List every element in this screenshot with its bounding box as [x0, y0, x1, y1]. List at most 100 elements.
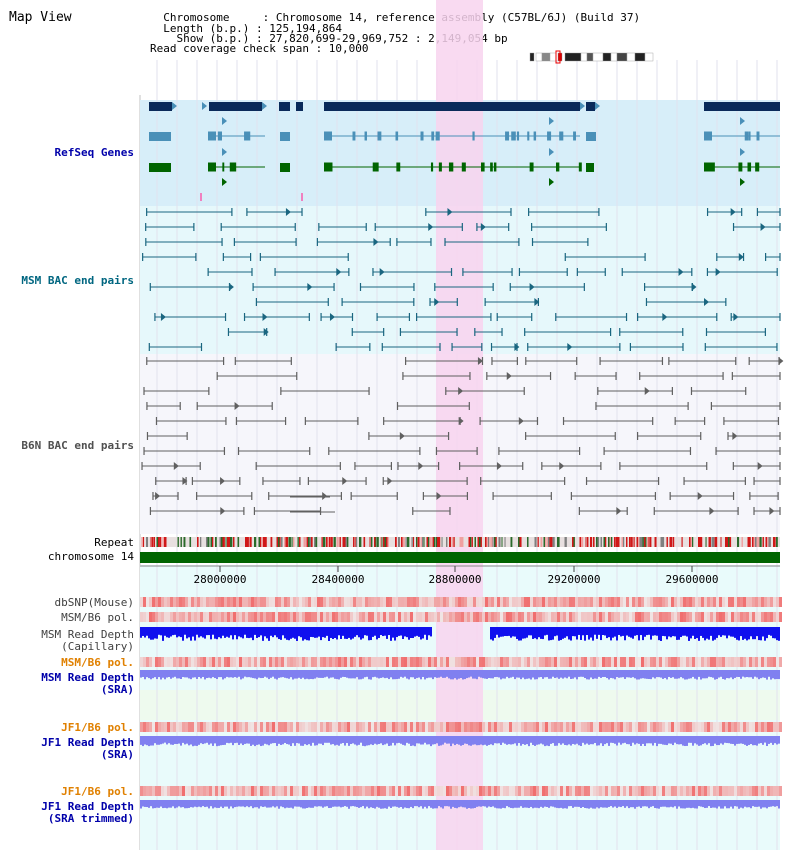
- track-label-jf1-depth-sra[interactable]: JF1 Read Depth: [41, 736, 134, 749]
- read-depth-bar: [198, 670, 200, 677]
- track-label-jf1-depth-trim[interactable]: JF1 Read Depth: [41, 800, 134, 813]
- read-depth-bar: [242, 800, 244, 807]
- polymorphism-cell: [383, 612, 386, 622]
- polymorphism-cell: [674, 722, 677, 732]
- track-label-msm-b6-pol-2[interactable]: MSM/B6 pol.: [61, 656, 134, 669]
- coverage-span-info: Read coverage check span : 10,000: [150, 42, 369, 55]
- polymorphism-cell: [182, 722, 185, 732]
- read-depth-bar: [518, 736, 520, 744]
- polymorphism-cell: [266, 657, 269, 667]
- read-depth-bar: [474, 670, 476, 679]
- read-depth-bar: [778, 736, 780, 744]
- polymorphism-cell: [551, 597, 554, 607]
- read-depth-bar: [254, 800, 256, 808]
- track-label-b6n-bac[interactable]: B6N BAC end pairs: [21, 439, 134, 452]
- repeat-element: [261, 537, 264, 547]
- read-depth-bar: [576, 670, 578, 680]
- read-depth-bar: [222, 736, 224, 745]
- read-depth-bar: [756, 800, 758, 807]
- read-depth-bar: [430, 800, 432, 808]
- read-depth-bar: [586, 627, 588, 636]
- polymorphism-cell: [164, 597, 167, 607]
- read-depth-bar: [768, 736, 770, 744]
- polymorphism-cell: [542, 612, 545, 622]
- read-depth-bar: [494, 670, 496, 678]
- read-depth-bar: [182, 800, 184, 808]
- track-label-msm-depth-cap[interactable]: MSM Read Depth: [41, 628, 134, 641]
- read-depth-bar: [482, 670, 484, 679]
- read-depth-bar: [746, 670, 748, 678]
- polymorphism-cell: [581, 657, 584, 667]
- read-depth-bar: [676, 670, 678, 679]
- read-depth-bar: [604, 800, 606, 808]
- read-depth-bar: [296, 670, 298, 679]
- read-depth-bar: [282, 800, 284, 808]
- polymorphism-cell: [377, 612, 380, 622]
- track-label-refseq-genes[interactable]: RefSeq Genes: [54, 146, 134, 159]
- read-depth-bar: [736, 670, 738, 677]
- polymorphism-cell: [620, 657, 623, 667]
- polymorphism-cell: [446, 657, 449, 667]
- repeat-element: [309, 537, 312, 547]
- polymorphism-cell: [707, 722, 710, 732]
- read-depth-bar: [500, 800, 502, 809]
- read-depth-bar: [272, 670, 274, 677]
- polymorphism-cell: [314, 612, 317, 622]
- read-depth-bar: [532, 736, 534, 745]
- repeat-element: [713, 537, 715, 547]
- read-depth-bar: [702, 800, 704, 808]
- read-depth-bar: [472, 800, 474, 809]
- read-depth-bar: [676, 736, 678, 745]
- track-label-msm-b6-pol[interactable]: MSM/B6 pol.: [61, 611, 134, 624]
- track-label-msm-bac[interactable]: MSM BAC end pairs: [21, 274, 134, 287]
- read-depth-bar: [486, 736, 488, 746]
- polymorphism-cell: [779, 722, 782, 732]
- repeat-element: [407, 537, 410, 547]
- repeat-element: [161, 537, 163, 547]
- polymorphism-cell: [485, 657, 488, 667]
- polymorphism-cell: [548, 657, 551, 667]
- track-label-jf1-b6-pol-2[interactable]: JF1/B6 pol.: [61, 785, 134, 798]
- read-depth-bar: [476, 670, 478, 680]
- read-depth-bar: [672, 627, 674, 637]
- read-depth-bar: [322, 627, 324, 638]
- polymorphism-cell: [167, 786, 170, 796]
- repeat-element: [681, 537, 683, 547]
- repeat-element: [519, 537, 522, 547]
- read-depth-bar: [292, 627, 294, 638]
- read-depth-bar: [664, 800, 666, 807]
- read-depth-bar: [240, 670, 242, 680]
- polymorphism-cell: [329, 657, 332, 667]
- track-label-msm-depth-sra[interactable]: MSM Read Depth: [41, 671, 134, 684]
- read-depth-bar: [766, 736, 768, 747]
- polymorphism-cell: [269, 612, 272, 622]
- read-depth-bar: [554, 627, 556, 637]
- read-depth-bar: [700, 736, 702, 746]
- read-depth-bar: [152, 800, 154, 809]
- track-label-dbsnp[interactable]: dbSNP(Mouse): [54, 596, 134, 609]
- polymorphism-cell: [305, 786, 308, 796]
- read-depth-bar: [464, 670, 466, 680]
- polymorphism-cell: [374, 597, 377, 607]
- gene-exon: [513, 131, 516, 141]
- polymorphism-cell: [452, 657, 455, 667]
- polymorphism-cell: [686, 722, 689, 732]
- read-depth-bar: [650, 627, 652, 640]
- read-depth-bar: [738, 800, 740, 809]
- polymorphism-cell: [236, 786, 239, 796]
- polymorphism-cell: [167, 612, 170, 622]
- track-label-jf1-b6-pol[interactable]: JF1/B6 pol.: [61, 721, 134, 734]
- polymorphism-cell: [596, 786, 599, 796]
- ideogram-band: [634, 52, 646, 62]
- read-depth-bar: [550, 627, 552, 641]
- polymorphism-cell: [179, 597, 182, 607]
- read-depth-bar: [592, 627, 594, 641]
- read-depth-bar: [754, 670, 756, 677]
- read-depth-bar: [748, 670, 750, 678]
- read-depth-bar: [414, 627, 416, 637]
- read-depth-bar: [148, 627, 150, 639]
- read-depth-bar: [508, 670, 510, 679]
- read-depth-bar: [638, 800, 640, 807]
- repeat-element: [726, 537, 729, 547]
